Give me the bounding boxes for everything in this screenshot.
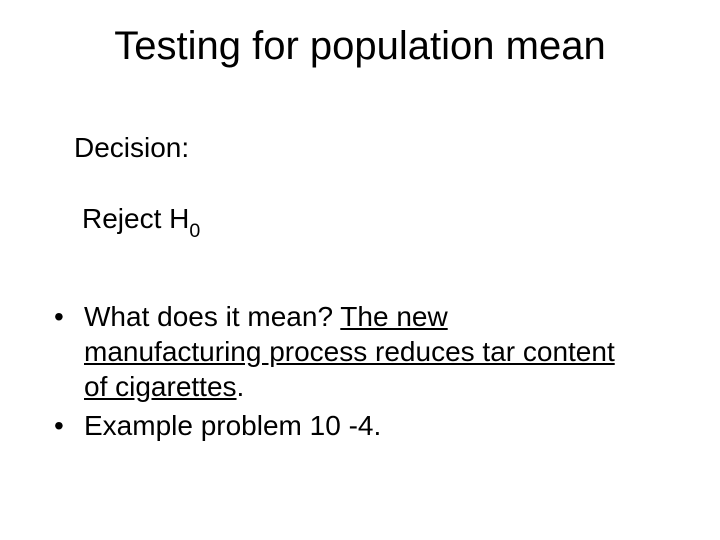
bullet1-underline-3: of cigarettes [84,371,237,402]
bullet1-question: What does it mean? [84,301,340,332]
slide-title: Testing for population mean [0,24,720,69]
bullet-item-2: Example problem 10 -4. [50,408,660,443]
slide-body: Decision: Reject H0 What does it mean? T… [74,130,660,447]
bullet-item-1: What does it mean? The new manufacturing… [50,299,660,404]
slide: Testing for population mean Decision: Re… [0,0,720,540]
bullet-list: What does it mean? The new manufacturing… [74,299,660,443]
decision-label: Decision: [74,130,660,165]
bullet1-underline-1: The new [340,301,447,332]
bullet1-period: . [237,371,245,402]
bullet1-underline-2: manufacturing process reduces tar conten… [84,336,615,367]
reject-line: Reject H0 [82,201,660,241]
reject-text: Reject H [82,203,189,234]
reject-subscript: 0 [189,220,200,242]
